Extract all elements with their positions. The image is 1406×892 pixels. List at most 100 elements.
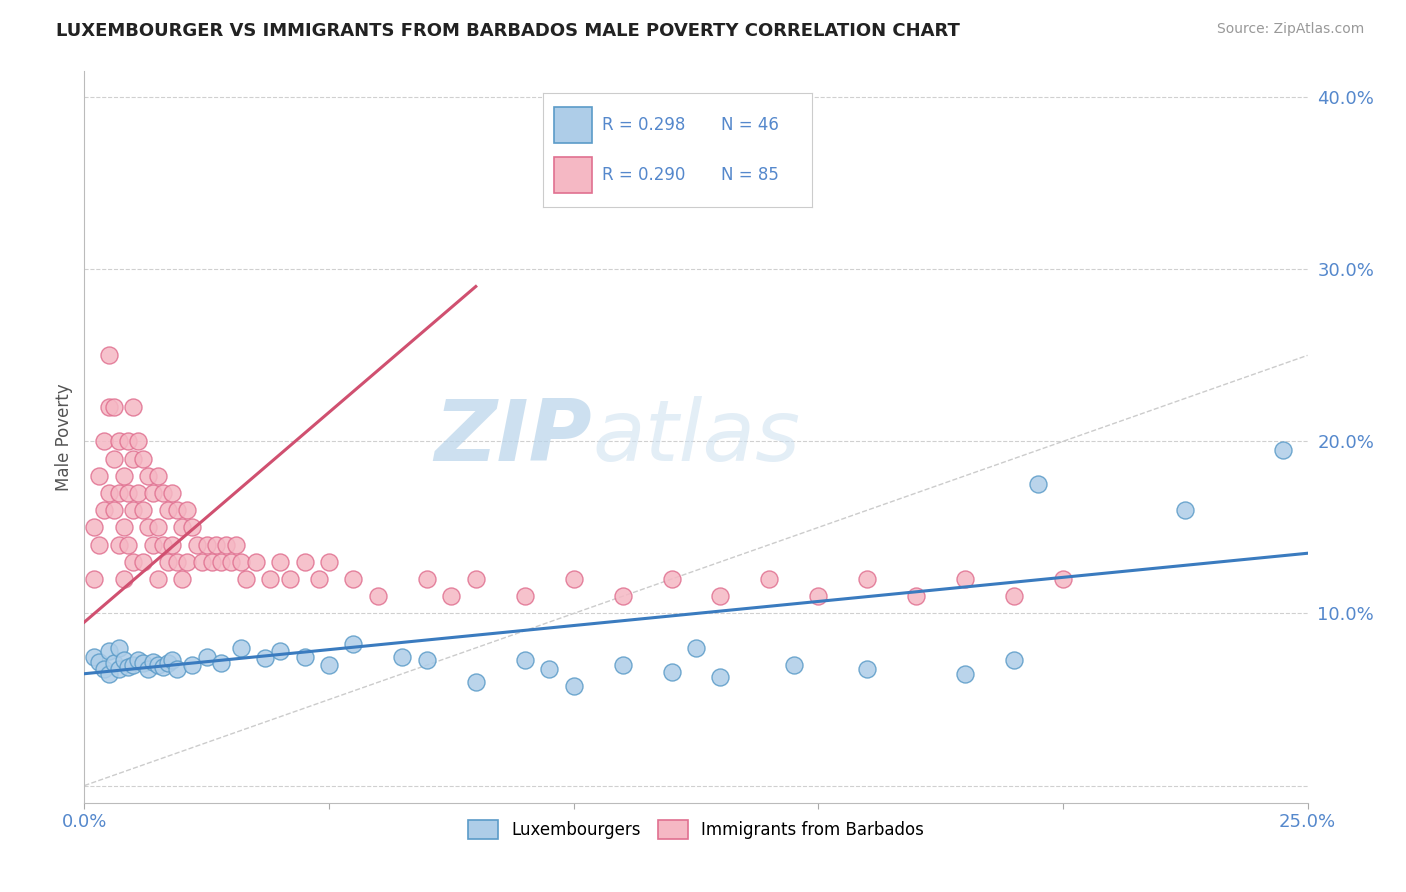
Point [235, 572, 257, 586]
Point [152, 538, 174, 552]
Point [758, 572, 780, 586]
Point [416, 572, 439, 586]
Point [142, 486, 165, 500]
Point [87, 538, 110, 552]
Point [107, 662, 129, 676]
Point [142, 538, 165, 552]
Point [254, 651, 277, 665]
Point [166, 555, 188, 569]
Point [905, 589, 928, 603]
Point [83, 520, 105, 534]
Point [318, 658, 340, 673]
Point [93, 662, 115, 676]
Point [136, 520, 159, 534]
Point [562, 572, 585, 586]
Point [685, 640, 707, 655]
Point [112, 520, 135, 534]
Point [186, 538, 208, 552]
Point [162, 486, 184, 500]
Point [294, 555, 316, 569]
Point [229, 640, 252, 655]
Point [209, 657, 232, 671]
Point [117, 538, 139, 552]
Point [156, 503, 179, 517]
Point [97, 400, 120, 414]
Point [342, 572, 364, 586]
Point [132, 451, 155, 466]
Point [229, 555, 252, 569]
Point [856, 572, 879, 586]
Point [152, 660, 174, 674]
Point [136, 468, 159, 483]
Point [97, 666, 120, 681]
Point [122, 400, 145, 414]
Point [112, 468, 135, 483]
Point [783, 658, 806, 673]
Point [132, 555, 155, 569]
Point [132, 503, 155, 517]
Point [103, 657, 125, 671]
Point [122, 503, 145, 517]
Point [318, 555, 340, 569]
Point [219, 555, 242, 569]
Point [245, 555, 267, 569]
Point [162, 538, 184, 552]
Point [181, 520, 204, 534]
Point [117, 434, 139, 449]
Point [87, 655, 110, 669]
Legend: Luxembourgers, Immigrants from Barbados: Luxembourgers, Immigrants from Barbados [461, 814, 931, 846]
Point [93, 434, 115, 449]
Point [612, 658, 634, 673]
Point [1052, 572, 1074, 586]
Point [709, 589, 731, 603]
Point [103, 503, 125, 517]
Point [269, 644, 291, 658]
Point [181, 658, 204, 673]
Point [103, 400, 125, 414]
Point [93, 503, 115, 517]
Point [225, 538, 247, 552]
Point [1174, 503, 1197, 517]
Point [112, 572, 135, 586]
Point [562, 679, 585, 693]
Point [308, 572, 330, 586]
Point [146, 520, 169, 534]
Point [136, 662, 159, 676]
Point [112, 653, 135, 667]
Point [538, 662, 561, 676]
Text: ZIP: ZIP [434, 395, 592, 479]
Point [191, 555, 214, 569]
Point [132, 657, 155, 671]
Point [176, 555, 198, 569]
Point [464, 675, 486, 690]
Point [122, 658, 145, 673]
Point [87, 468, 110, 483]
Point [1028, 477, 1050, 491]
Point [156, 657, 179, 671]
Point [97, 644, 120, 658]
Point [146, 658, 169, 673]
Point [146, 468, 169, 483]
Point [127, 434, 149, 449]
Point [122, 555, 145, 569]
Point [205, 538, 228, 552]
Point [367, 589, 389, 603]
Point [122, 451, 145, 466]
Point [117, 660, 139, 674]
Point [97, 348, 120, 362]
Point [807, 589, 830, 603]
Point [259, 572, 281, 586]
Point [464, 572, 486, 586]
Point [107, 486, 129, 500]
Point [953, 666, 976, 681]
Point [513, 589, 536, 603]
Point [195, 649, 218, 664]
Point [953, 572, 976, 586]
Point [200, 555, 222, 569]
Point [107, 640, 129, 655]
Point [1272, 442, 1295, 457]
Point [172, 572, 194, 586]
Point [166, 503, 188, 517]
Point [278, 572, 301, 586]
Point [127, 486, 149, 500]
